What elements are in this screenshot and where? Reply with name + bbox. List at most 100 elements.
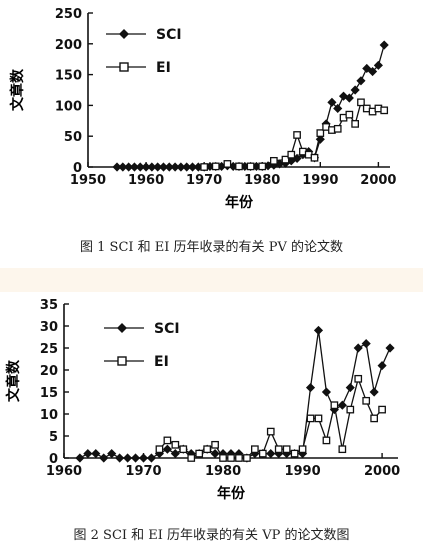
chart-1-y-axis-title: 文章数 — [9, 68, 26, 111]
chart-2-ytick-label: 20 — [40, 364, 58, 379]
chart-1-point-EI — [200, 163, 209, 171]
chart-2-point-SCI — [361, 339, 371, 349]
chart-2-y-axis-title: 文章数 — [5, 359, 22, 402]
chart-2-point-EI — [163, 436, 172, 445]
chart-2-xtick-label: 1960 — [46, 464, 82, 479]
chart-2-xtick-label: 1990 — [284, 464, 320, 479]
chart-2-point-SCI — [75, 453, 85, 463]
chart-2-point-EI — [322, 436, 331, 445]
chart-2-legend-marker-EI — [117, 356, 127, 366]
chart-1-xtick-label: 1970 — [186, 173, 222, 188]
chart-2-point-SCI — [107, 449, 117, 459]
chart-2-point-EI — [155, 445, 164, 454]
chart-2-ytick-label: 0 — [49, 452, 58, 467]
chart-2-point-SCI — [138, 453, 149, 463]
chart-2-point-SCI — [210, 449, 220, 459]
chart-2-xtick-label: 1980 — [205, 464, 241, 479]
chart-1-ytick-label: 200 — [55, 38, 82, 53]
chart-2-point-SCI — [123, 453, 133, 463]
chart-2-point-EI — [282, 445, 291, 454]
chart-1-point-EI — [333, 124, 342, 133]
chart-2-point-EI — [243, 454, 251, 462]
chart-2-point-SCI — [337, 400, 347, 410]
chart-1-caption: 图 1 SCI 和 EI 历年收录的有关 PV 的论文数 — [80, 240, 343, 255]
chart-1-xtick-label: 1950 — [70, 173, 106, 188]
chart-1-ytick-label: 150 — [55, 69, 82, 84]
chart-2: 0 5 10 15 20 25 30 35 1960 1970 1980 1990 2000 年份 文章数 S… — [5, 298, 400, 502]
chart-2-point-EI — [179, 445, 188, 454]
chart-2-point-EI — [258, 449, 267, 458]
chart-2-point-SCI — [99, 453, 109, 463]
chart-1-point-EI — [223, 160, 232, 168]
chart-2-caption: 图 2 SCI 和 EI 历年收录的有关 VP 的论文数图 — [73, 528, 350, 543]
chart-1-point-EI — [269, 156, 278, 165]
chart-1-point-EI — [293, 131, 301, 139]
chart-1-legend-label-SCI: SCI — [156, 27, 182, 43]
chart-2-series-SCI-line — [79, 330, 391, 459]
chart-2-ytick-label: 15 — [40, 386, 58, 401]
chart-1-point-SCI — [327, 97, 337, 107]
chart-2-x-axis-title: 年份 — [217, 485, 246, 502]
chart-1-point-EI — [316, 129, 325, 137]
chart-1-point-EI — [310, 153, 319, 162]
chart-1-point-EI — [357, 98, 365, 107]
chart-2-ytick-label: 5 — [49, 430, 58, 445]
chart-2-point-SCI — [115, 453, 125, 463]
chart-1-point-EI — [246, 162, 255, 171]
chart-1-point-EI — [281, 155, 290, 164]
chart-2-ytick-label: 25 — [40, 342, 58, 357]
chart-2-point-SCI — [162, 444, 172, 454]
chart-2-point-EI — [378, 405, 386, 414]
chart-1-legend-marker-SCI — [119, 29, 129, 39]
chart-2-point-SCI — [91, 449, 101, 459]
chart-2-point-SCI — [321, 387, 331, 397]
chart-2-point-EI — [219, 454, 227, 462]
chart-2-point-SCI — [266, 449, 276, 459]
chart-1-point-EI — [380, 106, 389, 115]
chart-2-point-EI — [195, 449, 204, 458]
chart-2-point-SCI — [83, 449, 93, 459]
chart-1-ytick-label: 50 — [64, 130, 82, 145]
chart-1-xtick-label: 1960 — [128, 173, 164, 188]
chart-2-point-SCI — [313, 325, 324, 335]
chart-1-legend-label-EI: EI — [156, 60, 171, 76]
chart-1-xtick-label: 1990 — [302, 173, 338, 188]
chart-1-point-SCI — [350, 85, 360, 95]
chart-1-point-SCI — [333, 103, 343, 114]
chart-1-ytick-label: 250 — [55, 7, 82, 22]
chart-2-point-EI — [290, 449, 299, 458]
chart-2-point-EI — [227, 454, 235, 462]
chart-2-ytick-label: 10 — [40, 408, 58, 423]
chart-panel-1: 0 50 100 150 200 250 1950 1960 1970 1980 1990 2000 年… — [0, 0, 423, 268]
chart-1-point-SCI — [344, 93, 354, 103]
chart-1-point-EI — [345, 110, 354, 119]
chart-2-point-EI — [314, 414, 323, 423]
chart-2-point-EI — [171, 440, 180, 449]
chart-2-xtick-label: 2000 — [364, 464, 400, 479]
chart-1-point-EI — [287, 150, 296, 159]
chart-1-point-SCI — [373, 60, 383, 70]
chart-1-point-SCI — [362, 63, 372, 74]
chart-2-legend-label-SCI: SCI — [154, 321, 180, 337]
chart-2-point-EI — [330, 401, 339, 410]
chart-2-point-SCI — [345, 383, 355, 393]
chart-1-x-axis-title: 年份 — [225, 194, 254, 211]
chart-1-point-EI — [258, 162, 267, 171]
chart-2-point-SCI — [353, 343, 363, 353]
chart-2-point-SCI — [377, 361, 387, 371]
chart-1-point-EI — [235, 162, 243, 171]
chart-1-ytick-label: 100 — [55, 99, 82, 114]
chart-2-point-EI — [338, 445, 347, 454]
chart-1-point-SCI — [368, 66, 378, 77]
chart-1: 0 50 100 150 200 250 1950 1960 1970 1980 1990 2000 年… — [9, 7, 396, 211]
chart-2-ytick-label: 30 — [40, 320, 58, 335]
chart-1-point-SCI — [356, 76, 366, 86]
chart-2-point-EI — [187, 454, 196, 462]
chart-panel-2: 0 5 10 15 20 25 30 35 1960 1970 1980 1990 2000 年份 文章数 S… — [0, 292, 423, 551]
chart-2-ytick-label: 35 — [40, 298, 58, 313]
chart-1-legend-marker-EI — [119, 62, 129, 72]
chart-2-point-SCI — [305, 383, 316, 393]
chart-2-point-EI — [346, 405, 355, 414]
chart-1-point-EI — [351, 120, 360, 128]
chart-2-point-EI — [370, 414, 378, 423]
